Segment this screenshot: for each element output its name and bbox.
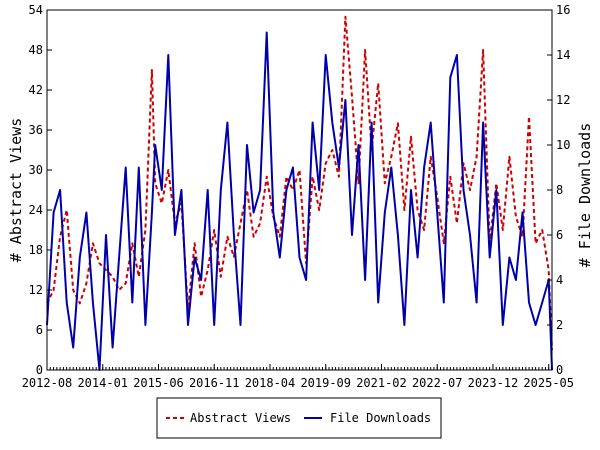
x-tick-label: 2012-08 <box>22 376 73 390</box>
x-tick-label: 2016-11 <box>189 376 240 390</box>
y-tick-label: 0 <box>36 363 43 377</box>
x-tick-label: 2019-09 <box>300 376 351 390</box>
y2-tick-label: 0 <box>556 363 563 377</box>
y-tick-label: 48 <box>29 43 43 57</box>
series-line-abstract-views <box>46 15 553 351</box>
y-tick-label: 42 <box>29 83 43 97</box>
x-tick-label: 2021-02 <box>356 376 407 390</box>
y2-tick-label: 16 <box>556 3 570 17</box>
y-axis-title-right: # File Downloads <box>576 123 594 268</box>
series-line-file-downloads <box>46 31 553 371</box>
y-tick-label: 36 <box>29 123 43 137</box>
y2-tick-label: 6 <box>556 228 563 242</box>
legend-box <box>156 397 442 439</box>
y2-tick-label: 14 <box>556 48 570 62</box>
y2-tick-label: 10 <box>556 138 570 152</box>
y-tick-label: 12 <box>29 283 43 297</box>
y2-tick-label: 8 <box>556 183 563 197</box>
y2-tick-label: 2 <box>556 318 563 332</box>
x-axis: 2012-08 2014-01 2015-06 2016-11 2018-04 2019-… <box>22 364 574 390</box>
y-tick-label: 54 <box>29 3 43 17</box>
y-axis-right: 0 2 4 6 8 10 12 14 16 <box>547 3 570 377</box>
y-axis-title-left: # Abstract Views <box>7 118 25 263</box>
y-tick-label: 30 <box>29 163 43 177</box>
legend: Abstract Views File Downloads <box>156 397 442 439</box>
y-tick-label: 18 <box>29 243 43 257</box>
legend-label-file-downloads: File Downloads <box>330 411 431 425</box>
y-tick-label: 6 <box>36 323 43 337</box>
legend-label-abstract-views: Abstract Views <box>190 411 291 425</box>
x-tick-label: 2014-01 <box>77 376 128 390</box>
x-tick-label: 2025-05 <box>523 376 574 390</box>
series-layer <box>46 15 553 371</box>
y2-tick-label: 4 <box>556 273 563 287</box>
x-tick-label: 2018-04 <box>245 376 296 390</box>
x-tick-label: 2015-06 <box>133 376 184 390</box>
y-axis-left: 0 6 12 18 24 30 36 42 48 54 <box>29 3 52 377</box>
y-tick-label: 24 <box>29 203 43 217</box>
y2-tick-label: 12 <box>556 93 570 107</box>
x-tick-label: 2023-12 <box>468 376 519 390</box>
x-tick-label: 2022-07 <box>412 376 463 390</box>
